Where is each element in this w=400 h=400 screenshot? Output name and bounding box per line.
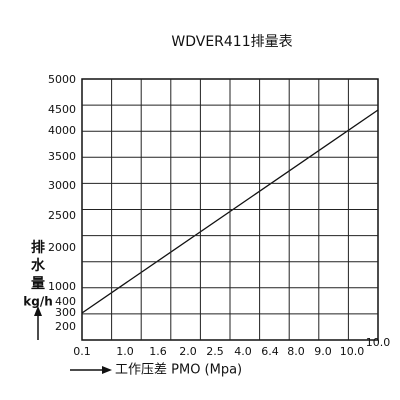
x-axis-label: 工作压差 PMO (Mpa) [115,363,242,378]
x-tick-label: 10.0 [340,345,365,358]
y-tick-label: 4500 [48,103,76,116]
x-tick-label: 1.6 [149,345,167,358]
y-tick-label: 3500 [48,150,76,163]
x-tick-label: 10.0 [366,336,391,349]
y-tick-label: 2000 [48,241,76,254]
y-tick-label: 4000 [48,124,76,137]
y-axis-label-char: 量 [31,276,45,292]
y-tick-label: 1000 [48,280,76,293]
y-tick-label: 300 [55,306,76,319]
x-tick-label: 2.5 [206,345,224,358]
x-tick-label: 6.4 [261,345,279,358]
x-tick-label: 9.0 [314,345,332,358]
x-tick-label: 0.1 [73,345,91,358]
y-tick-label: 3000 [48,179,76,192]
x-tick-label: 4.0 [234,345,252,358]
y-tick-label: 400 [55,295,76,308]
y-unit: kg/h [23,295,53,309]
x-tick-label: 8.0 [287,345,305,358]
y-axis-label-char: 水 [31,257,46,274]
y-arrowhead [34,306,42,316]
x-tick-label: 1.0 [116,345,134,358]
y-tick-label: 5000 [48,73,76,86]
chart-title: WDVER411排量表 [171,34,292,50]
y-tick-label: 200 [55,320,76,333]
x-tick-label: 2.0 [179,345,197,358]
x-arrowhead [102,366,112,374]
y-tick-label: 2500 [48,209,76,222]
y-axis-label-char: 排 [31,239,45,256]
